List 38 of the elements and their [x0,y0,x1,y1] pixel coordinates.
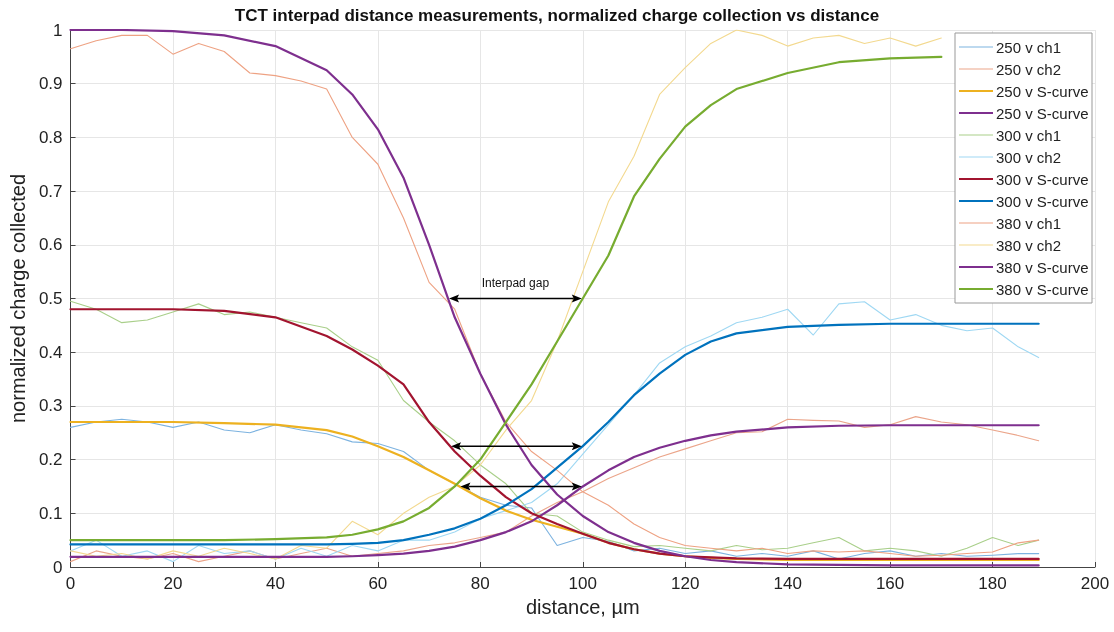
y-tick-label: 0.7 [38,181,63,201]
x-tick-label: 140 [773,574,802,593]
y-tick-label: 0.5 [38,289,63,308]
y-tick-label: 0.3 [38,396,63,416]
legend-label: 250 v S-curve [996,82,1089,100]
x-tick-label: 180 [978,574,1007,593]
y-tick-label: 0.1 [38,503,63,523]
x-tick-label: 40 [265,574,285,593]
legend-label: 300 v S-curve [996,170,1089,188]
legend-label: 300 v ch2 [996,148,1062,166]
y-axis-title: normalized charge collected [7,173,29,424]
x-axis-title: distance, µm [525,595,640,618]
y-tick-label: 0.2 [38,450,63,470]
chart-title: TCT interpad distance measurements, normalized charge collection vs distance [234,6,880,25]
legend-label: 250 v S-curve [996,104,1089,122]
x-tick-label: 80 [470,574,490,593]
x-tick-label: 100 [568,574,597,593]
legend-label: 380 v S-curve [996,258,1089,276]
legend-label: 380 v ch1 [996,214,1062,232]
legend-label: 250 v ch1 [996,38,1062,56]
y-tick-label: 0.8 [38,127,63,147]
legend-label: 300 v ch1 [996,126,1062,144]
y-tick-label: 1 [53,20,63,40]
x-tick-label: 200 [1080,574,1110,593]
legend-label: 300 v S-curve [996,192,1089,210]
y-tick-label: 0.6 [38,235,63,255]
annotation: Interpad gap [481,275,550,290]
y-tick-label: 0 [53,557,63,577]
legend-label: 380 v S-curve [996,280,1089,298]
x-tick-label: 20 [163,574,183,593]
x-tick-label: 160 [875,574,905,593]
y-tick-label: 0.9 [38,74,63,94]
x-tick-label: 120 [671,574,700,593]
legend-label: 380 v ch2 [996,236,1062,254]
x-tick-label: 0 [65,574,76,593]
y-tick-label: 0.4 [38,342,63,362]
x-tick-label: 60 [368,574,388,593]
legend-label: 250 v ch2 [996,60,1062,78]
